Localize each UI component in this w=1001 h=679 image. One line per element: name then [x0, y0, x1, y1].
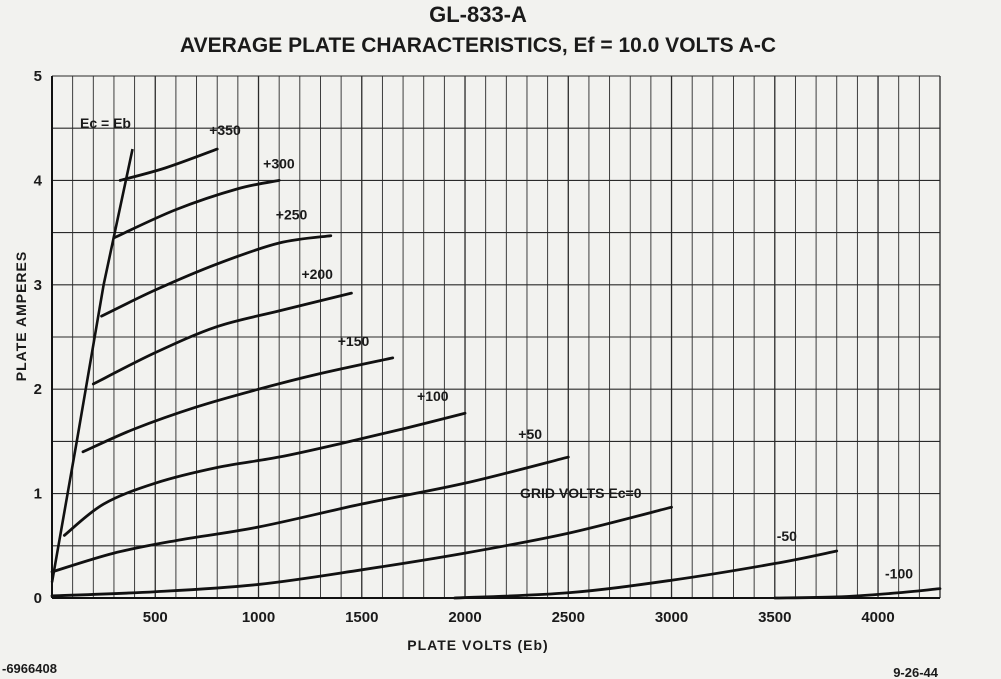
curve-100: [62, 411, 467, 537]
curve-label-350: +350: [209, 122, 241, 138]
curve-ec0: [50, 505, 673, 598]
labels: 500 1000 1500 2000 2500 3000 3500 4000 0 1 2 3 4 5 +35…: [34, 68, 914, 626]
grid-volts-label: GRID VOLTS Ec=0: [520, 485, 642, 501]
curve-label-250: +250: [276, 207, 308, 223]
x-tick-label-4000: 4000: [861, 609, 894, 626]
x-tick-label-500: 500: [143, 609, 168, 626]
x-tick-label-3500: 3500: [758, 609, 791, 626]
x-axis-label: PLATE VOLTS (Eb): [407, 637, 548, 653]
curve-150: [81, 356, 395, 454]
y-tick-label-1: 1: [34, 486, 42, 503]
curve-label-100: -100: [885, 566, 913, 582]
boundary-label: Ec = Eb: [80, 115, 131, 131]
curve-label-100: +100: [417, 388, 449, 404]
curves: [50, 147, 942, 600]
y-tick-label-3: 3: [34, 277, 42, 294]
curve-label-150: +150: [338, 333, 370, 349]
curve-100: [773, 587, 942, 600]
x-tick-label-2500: 2500: [552, 609, 585, 626]
chart-subtitle: AVERAGE PLATE CHARACTERISTICS, Ef = 10.0…: [180, 34, 776, 57]
y-tick-label-0: 0: [34, 590, 42, 607]
boundary-line-ec-eq-eb: [50, 148, 134, 583]
curve-250: [100, 234, 333, 318]
curve-label-50: +50: [518, 426, 542, 442]
y-tick-label-4: 4: [34, 172, 43, 189]
curve-350: [118, 147, 219, 182]
chart-title: GL-833-A: [429, 2, 527, 27]
x-tick-label-3000: 3000: [655, 609, 688, 626]
curve-label-50: -50: [777, 528, 797, 544]
curve-50: [50, 455, 570, 574]
y-axis-label: PLATE AMPERES: [13, 251, 29, 381]
x-tick-label-1000: 1000: [242, 609, 275, 626]
footer-left-number: -6966408: [2, 661, 57, 676]
x-tick-label-1500: 1500: [345, 609, 378, 626]
curve-label-200: +200: [301, 266, 333, 282]
y-tick-label-2: 2: [34, 381, 42, 398]
grid: [51, 75, 941, 599]
curve-label-300: +300: [263, 155, 295, 171]
curve-50: [453, 549, 839, 600]
y-tick-label-5: 5: [34, 68, 42, 85]
x-tick-label-2000: 2000: [448, 609, 481, 626]
curve-300: [112, 179, 281, 240]
footer-right-date: 9-26-44: [893, 665, 939, 679]
curve-200: [91, 291, 353, 386]
